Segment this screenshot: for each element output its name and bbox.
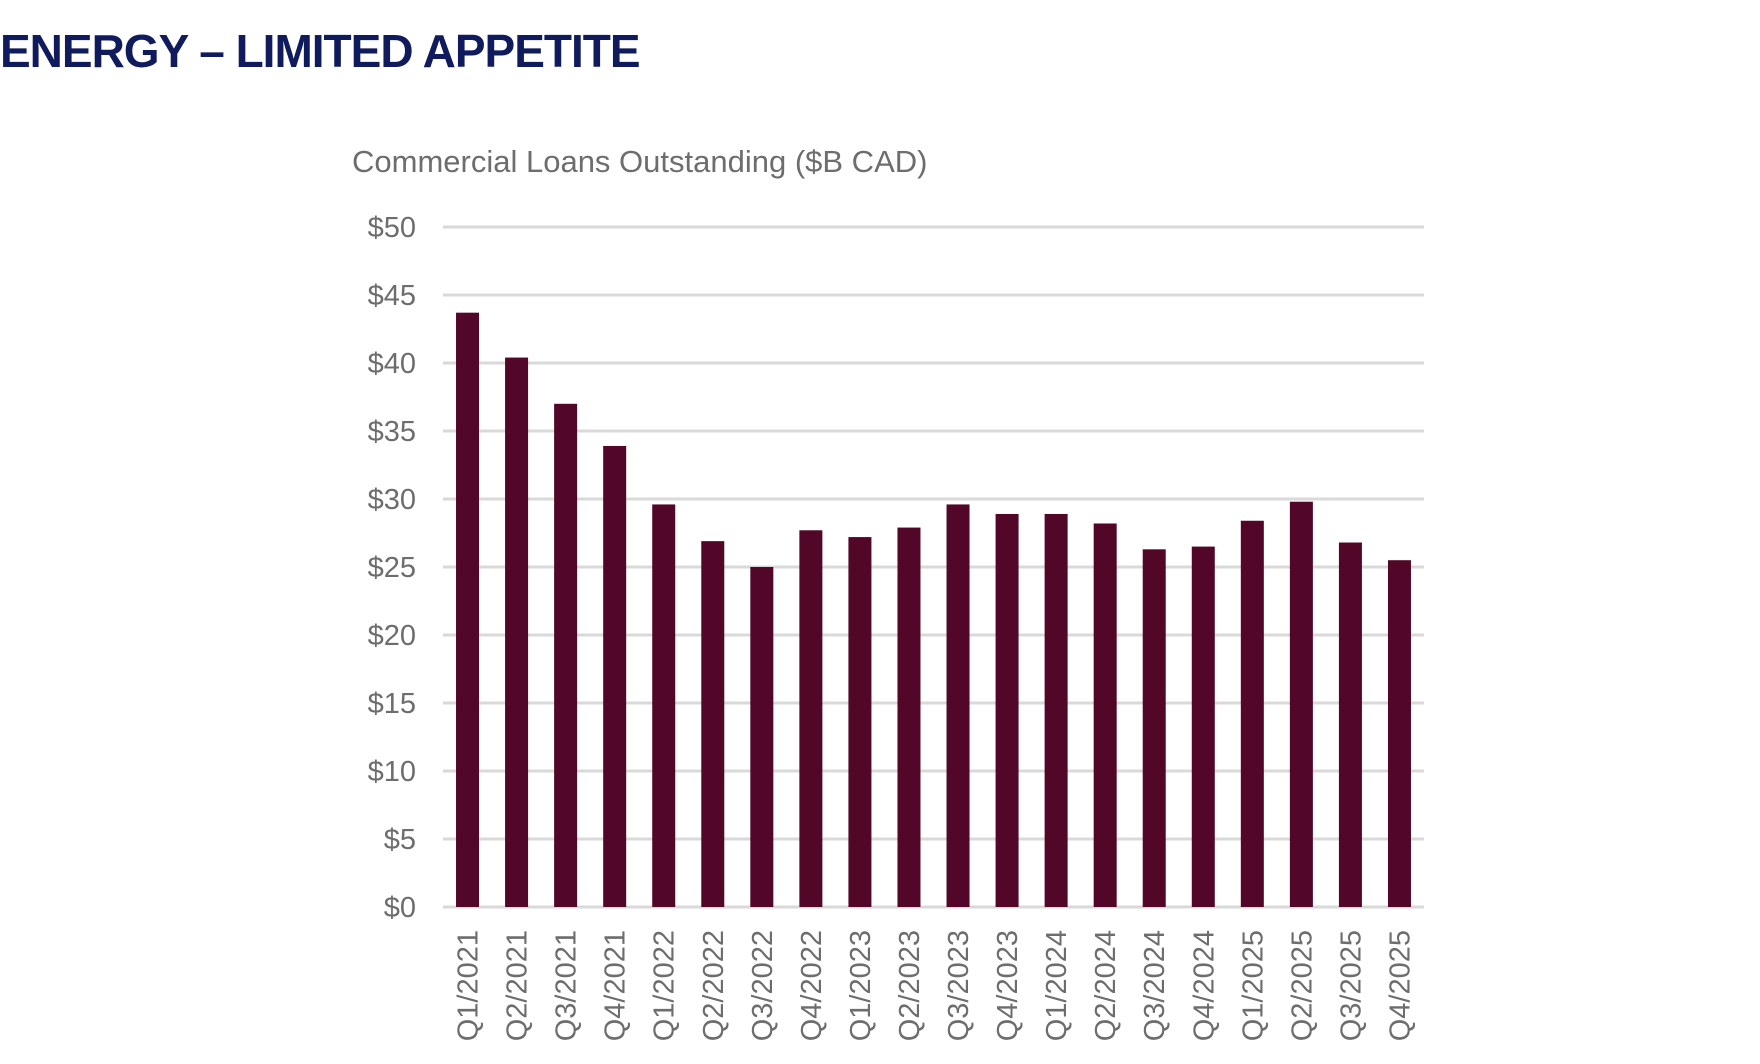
chart-title: Commercial Loans Outstanding ($B CAD): [352, 144, 927, 179]
x-tick-label: Q2/2025: [1286, 930, 1318, 1041]
x-tick-label: Q2/2024: [1090, 930, 1122, 1041]
x-axis-labels: Q1/2021 Q2/2021 Q3/2021 Q4/2021 Q1/2022 Q2/20…: [453, 930, 1417, 1041]
bar-q4-2023: [995, 513, 1019, 907]
x-tick-label: Q3/2025: [1335, 930, 1367, 1041]
y-tick-label: $20: [368, 620, 416, 652]
x-tick-label: Q3/2021: [551, 930, 583, 1041]
bar-q3-2021: [554, 403, 578, 907]
y-tick-label: $10: [368, 756, 416, 788]
y-tick-label: $15: [368, 688, 416, 720]
bar-q2-2021: [505, 357, 529, 907]
bar-q1-2021: [456, 312, 480, 907]
bar-q4-2022: [799, 530, 823, 907]
x-tick-label: Q1/2024: [1041, 930, 1073, 1041]
x-tick-label: Q2/2022: [698, 930, 730, 1041]
bar-q3-2024: [1142, 549, 1166, 907]
x-tick-label: Q4/2021: [600, 930, 632, 1041]
bar-q3-2022: [750, 567, 774, 907]
x-tick-label: Q1/2025: [1237, 930, 1269, 1041]
bar-q1-2025: [1240, 520, 1264, 907]
y-tick-label: $35: [368, 416, 416, 448]
y-tick-label: $5: [384, 824, 416, 856]
x-tick-label: Q4/2023: [992, 930, 1024, 1041]
bar-q4-2024: [1191, 546, 1215, 907]
x-tick-label: Q3/2023: [943, 930, 975, 1041]
y-tick-label: $45: [368, 280, 416, 312]
x-tick-label: Q3/2022: [747, 930, 779, 1041]
x-tick-label: Q1/2023: [845, 930, 877, 1041]
x-tick-label: Q4/2025: [1384, 930, 1416, 1041]
y-tick-label: $0: [384, 892, 416, 924]
x-tick-label: Q2/2021: [502, 930, 534, 1041]
y-tick-label: $25: [368, 552, 416, 584]
bar-q2-2023: [897, 527, 921, 907]
y-tick-label: $30: [368, 484, 416, 516]
y-tick-label: $40: [368, 348, 416, 380]
bar-q1-2023: [848, 537, 872, 907]
x-tick-label: Q3/2024: [1139, 930, 1171, 1041]
bar-q3-2025: [1338, 542, 1362, 907]
gridlines: [443, 225, 1424, 909]
bar-q2-2025: [1289, 501, 1313, 907]
bar-q3-2023: [946, 504, 970, 907]
x-tick-label: Q4/2024: [1188, 930, 1220, 1041]
y-tick-label: $50: [368, 212, 416, 244]
bars: [456, 312, 1411, 907]
bar-q1-2024: [1044, 513, 1068, 907]
bar-q4-2021: [603, 445, 627, 907]
y-axis-ticks: $0 $5 $10 $15 $20 $25 $30 $35 $40 $45 $50: [368, 212, 416, 924]
x-tick-label: Q1/2021: [453, 930, 485, 1041]
page-title: ENERGY – LIMITED APPETITE: [0, 25, 641, 77]
x-tick-label: Q1/2022: [649, 930, 681, 1041]
bar-q1-2022: [652, 504, 676, 907]
bar-q2-2024: [1093, 523, 1117, 907]
bar-q2-2022: [701, 541, 725, 907]
x-tick-label: Q4/2022: [796, 930, 828, 1041]
bar-q4-2025: [1387, 560, 1411, 907]
x-tick-label: Q2/2023: [894, 930, 926, 1041]
